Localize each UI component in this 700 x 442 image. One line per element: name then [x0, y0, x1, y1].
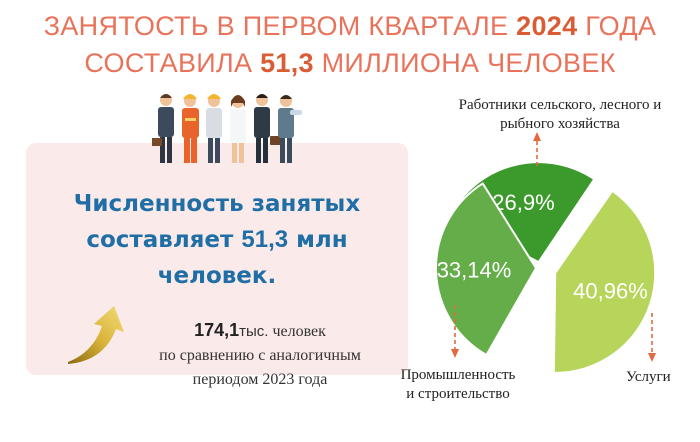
label-industry-line-2: и строительство [406, 386, 510, 402]
label-industry-line-1: Промышленность [400, 367, 516, 383]
headline-line-2: СОСТАВИЛА 51,3 МИЛЛИОНА ЧЕЛОВЕК [0, 48, 700, 78]
pie-slice [435, 182, 538, 357]
worker-engineer-icon [206, 94, 222, 163]
worker-businessman-icon [152, 94, 174, 163]
stat-line-2-pre: составляет [86, 227, 242, 253]
stat-line-2: составляет 51,3 млн [26, 222, 408, 258]
workers-illustration [152, 94, 302, 163]
worker-builder-icon [182, 94, 199, 163]
stat-line-1: Численность занятых [73, 191, 361, 217]
growth-value: 174,1 [194, 320, 240, 340]
label-agriculture-line-1: Работники сельского, лесного и [458, 97, 662, 113]
worker-manager-icon [254, 94, 282, 163]
pie-slice-value: 33,14% [437, 257, 512, 282]
label-services: Услуги [626, 368, 686, 387]
headline-year: 2024 [516, 11, 578, 41]
label-industry: Промышленность и строительство [388, 366, 528, 404]
info-card [26, 143, 408, 375]
growth-suffix: человек [268, 323, 326, 340]
stat-line-3: человек. [157, 263, 277, 289]
worker-architect-icon [278, 95, 302, 163]
pie-slice [552, 189, 657, 374]
growth-unit: тыс. [239, 323, 269, 340]
label-agriculture-line-2: рыбного хозяйства [500, 116, 620, 132]
growth-arrow-icon [68, 306, 124, 364]
label-services-line-1: Услуги [626, 369, 671, 385]
growth-line-2: по сравнению с аналогичным [159, 347, 361, 364]
headline-line1-post: ГОДА [577, 11, 657, 41]
growth-line-3: периодом 2023 года [192, 371, 328, 388]
headline-line1-pre: ЗАНЯТОСТЬ В ПЕРВОМ КВАРТАЛЕ [43, 11, 517, 41]
label-agriculture: Работники сельского, лесного и рыбного х… [440, 96, 680, 134]
headline-line-1: ЗАНЯТОСТЬ В ПЕРВОМ КВАРТАЛЕ 2024 ГОДА [0, 11, 700, 41]
employment-stat: Численность занятых составляет 51,3 млн … [26, 186, 408, 294]
headline-count: 51,3 [260, 48, 314, 78]
pie-slice-value: 26,9% [492, 190, 554, 215]
stat-line-2-post: млн [288, 227, 348, 253]
headline-line2-pre: СОСТАВИЛА [84, 48, 261, 78]
growth-line-1: 174,1тыс. человек [110, 318, 410, 344]
growth-note: 174,1тыс. человек по сравнению с аналоги… [110, 318, 410, 392]
stat-number: 51,3 [241, 226, 289, 253]
worker-doctor-icon [230, 95, 246, 163]
headline-line2-post: МИЛЛИОНА ЧЕЛОВЕК [313, 48, 616, 78]
pie-slice-value: 40,96% [573, 279, 648, 304]
employment-pie: 26,9% 33,14% 40,96% [435, 161, 657, 374]
